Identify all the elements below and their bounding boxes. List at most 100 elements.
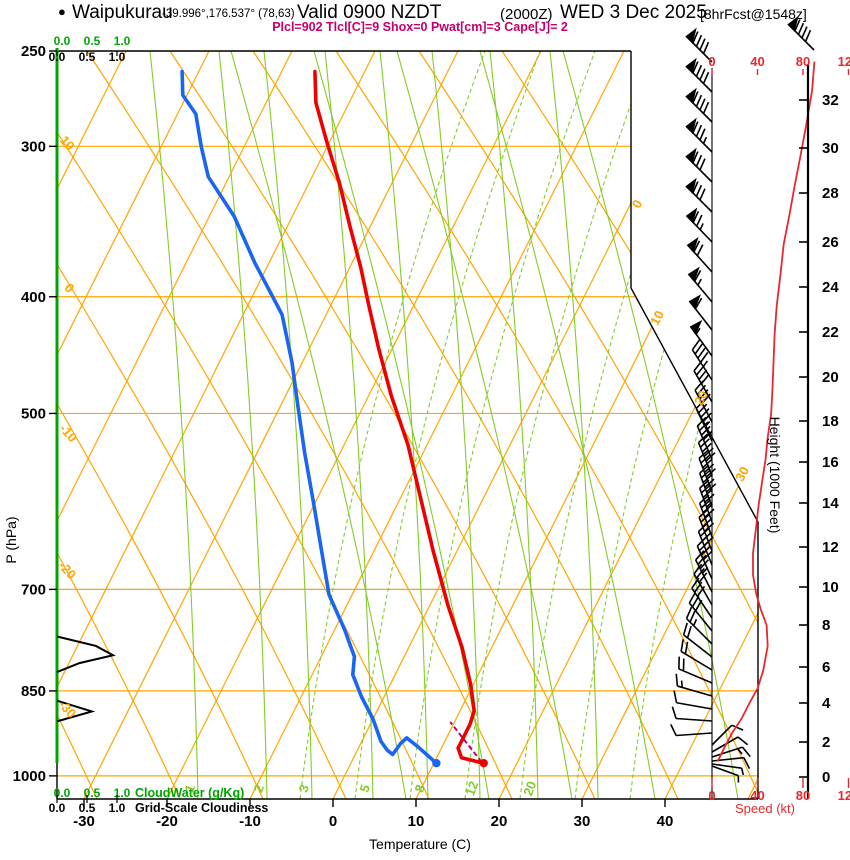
station-name: Waipukurau	[72, 2, 173, 23]
barb-feather-full	[801, 26, 808, 39]
speed-tick-label-top: 120	[838, 54, 850, 69]
barb-staff	[698, 487, 713, 523]
barb-feather-half	[702, 360, 709, 368]
barb-staff	[711, 746, 743, 758]
temperature-tick-label: 40	[657, 813, 674, 830]
isotherms	[57, 51, 758, 799]
barb-feather-full	[696, 536, 707, 547]
barb-feather-half	[702, 136, 708, 144]
barb-feather-full	[699, 158, 706, 171]
barb-feather-full	[697, 347, 706, 359]
wind-barb	[711, 763, 745, 776]
barb-pennant	[689, 319, 703, 335]
barb-feather-full	[693, 270, 702, 282]
temperature-axis-title: Temperature (C)	[369, 836, 471, 852]
dry-adiabat-line	[501, 51, 758, 799]
isotherm-label: 20	[691, 388, 711, 408]
barb-feather-full	[703, 463, 715, 473]
barb-staff	[693, 370, 713, 403]
barb-feather-full	[699, 464, 710, 474]
wind-barb	[687, 266, 713, 303]
barb-feather-full	[700, 484, 712, 494]
barb-feather-full	[702, 473, 713, 484]
barb-staff	[685, 617, 713, 645]
isotherm-line	[57, 51, 293, 799]
height-tick-label: 10	[822, 579, 839, 596]
barb-feather-full	[695, 568, 705, 579]
barb-pennant	[685, 87, 697, 104]
barb-feather-full	[701, 442, 712, 453]
saturation-dashed-line	[464, 51, 651, 799]
barb-staff	[711, 765, 739, 777]
wind-barbs	[670, 15, 815, 783]
barb-pennant	[685, 117, 697, 134]
barb-staff	[676, 701, 713, 710]
barb-feather-full	[697, 522, 709, 533]
temperature-tick-label: -10	[239, 813, 261, 830]
height-tick-label: 30	[822, 140, 839, 157]
barb-staff	[677, 685, 713, 697]
barb-feather-half	[706, 501, 713, 508]
wind-barb	[711, 746, 751, 758]
wind-barb	[680, 639, 713, 671]
isotherm-line	[57, 51, 210, 799]
background-lines	[57, 51, 758, 799]
barb-feather-full	[705, 452, 716, 462]
wind-barb	[685, 87, 713, 123]
barb-staff	[696, 545, 713, 580]
speed-tick-label-top: 80	[796, 54, 810, 69]
temperature-tick-label: 30	[574, 813, 591, 830]
barb-feather-full	[699, 559, 709, 570]
dewpoint-curve	[180, 69, 439, 765]
saturation-dashed-line	[519, 51, 706, 799]
wind-barb	[670, 724, 713, 737]
barb-pennant	[688, 294, 702, 310]
dry-adiabat-line	[57, 51, 430, 799]
dewpoint-surface-dot	[432, 758, 441, 768]
barb-feather-full	[794, 19, 801, 32]
dashed-green-lines	[299, 51, 758, 799]
pressure-tick-label: 500	[21, 405, 46, 422]
dry-adiabat-line	[57, 51, 98, 799]
barb-feather-full	[694, 343, 703, 355]
wind-barb	[673, 690, 713, 710]
wind-barb	[693, 360, 713, 403]
barb-pennant	[686, 237, 699, 253]
barb-feather-full	[702, 430, 713, 441]
cloudiness-spike-lower	[56, 699, 96, 723]
barb-feather-full	[695, 154, 703, 167]
barb-feather-full	[699, 438, 710, 448]
isotherm-line	[57, 51, 127, 799]
barb-feather-full	[698, 541, 709, 552]
wind-barb	[685, 27, 713, 63]
wind-barb	[689, 319, 713, 357]
barb-feather-full	[704, 478, 715, 488]
cloudwater-scale-top: 0.0	[54, 34, 71, 48]
barb-staff	[676, 717, 713, 722]
barb-staff	[694, 389, 713, 423]
height-tick-label: 24	[822, 279, 839, 296]
barb-feather-full	[692, 151, 699, 164]
barb-feather-full	[699, 494, 710, 504]
cloudiness-profile	[56, 635, 116, 723]
barb-feather-full	[700, 545, 711, 556]
speed-tick-label-bottom: 120	[838, 788, 850, 803]
moist-adiabat-line	[396, 51, 573, 799]
pressure-axis: 250 300 400 500 700 850 1000	[13, 43, 57, 785]
wind-barb	[696, 536, 713, 580]
speed-axis: 0040408080120120Speed (kt)	[708, 54, 850, 816]
dry-adiabat-line	[169, 51, 596, 799]
cloudwater-scale-top: 1.0	[114, 34, 131, 48]
barb-feather-full	[678, 656, 681, 669]
mixing-ratio-label: 2	[250, 782, 267, 794]
barb-feather-half	[704, 420, 711, 428]
barb-feather-full	[699, 389, 709, 400]
wind-barb	[688, 591, 713, 632]
barb-feather-full	[700, 499, 712, 509]
dry-adiabat-line	[418, 51, 758, 799]
pressure-tick-label: 850	[21, 683, 46, 700]
barb-feather-full	[693, 563, 703, 575]
isotherm-label: 30	[732, 464, 752, 484]
moist-adiabat-line	[562, 51, 739, 799]
